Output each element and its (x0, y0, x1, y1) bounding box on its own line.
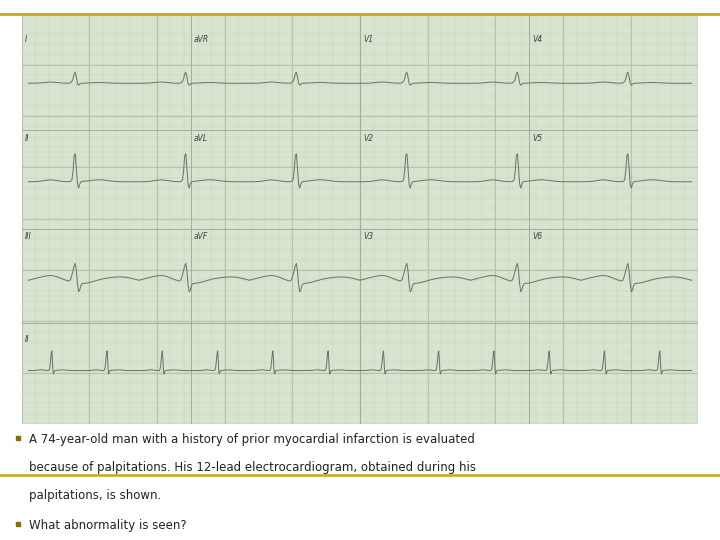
Text: What abnormality is seen?: What abnormality is seen? (29, 519, 186, 532)
Text: II: II (25, 134, 30, 143)
Text: II: II (25, 335, 30, 344)
Text: aVF: aVF (194, 232, 208, 241)
Text: V2: V2 (364, 134, 374, 143)
Text: V3: V3 (364, 232, 374, 241)
Text: V6: V6 (533, 232, 543, 241)
Text: aVR: aVR (194, 35, 210, 44)
Text: I: I (25, 35, 27, 44)
Text: V4: V4 (533, 35, 543, 44)
Text: aVL: aVL (194, 134, 208, 143)
Text: because of palpitations. His 12-lead electrocardiogram, obtained during his: because of palpitations. His 12-lead ele… (29, 461, 476, 474)
Text: V1: V1 (364, 35, 374, 44)
Text: III: III (25, 232, 32, 241)
Text: A 74-year-old man with a history of prior myocardial infarction is evaluated: A 74-year-old man with a history of prio… (29, 433, 474, 446)
Text: V5: V5 (533, 134, 543, 143)
Text: palpitations, is shown.: palpitations, is shown. (29, 489, 161, 502)
